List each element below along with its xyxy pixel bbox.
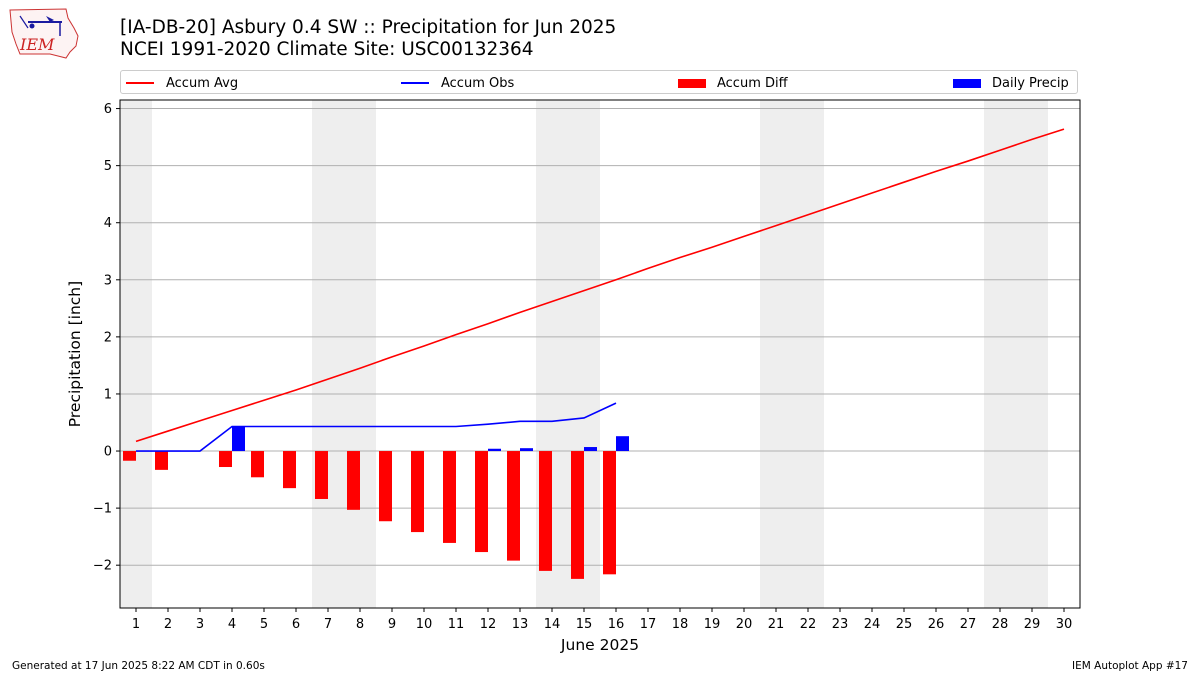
x-tick-label: 1 xyxy=(132,617,140,632)
footer-app: IEM Autoplot App #17 xyxy=(1072,660,1188,672)
accum-diff-bar xyxy=(283,451,296,489)
y-tick-label: 4 xyxy=(104,216,112,231)
x-tick-label: 11 xyxy=(448,617,465,632)
series-lines xyxy=(135,128,1065,452)
x-tick-label: 4 xyxy=(228,617,236,632)
weekend-band xyxy=(312,100,376,608)
legend-swatch-accum-avg xyxy=(126,82,154,84)
legend-label-accum-avg: Accum Avg xyxy=(166,75,239,91)
legend-swatch-accum-diff xyxy=(678,78,706,88)
x-tick-label: 12 xyxy=(480,617,497,632)
x-tick-label: 24 xyxy=(864,617,881,632)
daily-precip-bar xyxy=(488,448,501,452)
legend-label-accum-diff: Accum Diff xyxy=(717,75,788,91)
y-axis-label: Precipitation [inch] xyxy=(66,281,84,427)
chart-title: [IA-DB-20] Asbury 0.4 SW :: Precipitatio… xyxy=(120,17,616,61)
weekend-band xyxy=(760,100,824,608)
x-tick-label: 13 xyxy=(512,617,529,632)
x-tick-label: 27 xyxy=(960,617,977,632)
x-tick-label: 14 xyxy=(544,617,561,632)
daily-precip-bars xyxy=(136,426,629,452)
x-tick-label: 29 xyxy=(1024,617,1041,632)
footer-generated: Generated at 17 Jun 2025 8:22 AM CDT in … xyxy=(12,660,265,672)
accum-diff-bar xyxy=(539,451,552,571)
x-tick-label: 16 xyxy=(608,617,625,632)
accum-diff-bar xyxy=(123,451,136,461)
x-tick-label: 10 xyxy=(416,617,433,632)
y-tick-label: −2 xyxy=(93,559,112,574)
x-tick-label: 9 xyxy=(388,617,396,632)
accum-diff-bar xyxy=(379,451,392,522)
x-tick-label: 15 xyxy=(576,617,593,632)
title-line-1: [IA-DB-20] Asbury 0.4 SW :: Precipitatio… xyxy=(120,17,617,38)
x-tick-label: 21 xyxy=(768,617,785,632)
accum-diff-bar xyxy=(411,451,424,533)
weekend-band xyxy=(120,100,152,608)
accum-diff-bars xyxy=(123,451,616,579)
accum-diff-bar xyxy=(219,451,232,468)
x-tick-label: 3 xyxy=(196,617,204,632)
logo-text: IEM xyxy=(19,35,55,54)
legend-swatch-daily-precip xyxy=(953,78,981,88)
y-tick-label: 2 xyxy=(104,330,112,345)
y-tick-label: 5 xyxy=(104,159,112,174)
iem-logo: IEM xyxy=(9,8,79,59)
y-tick-label: 1 xyxy=(104,387,112,402)
x-tick-label: 18 xyxy=(672,617,689,632)
accum-diff-bar xyxy=(571,451,584,579)
x-tick-label: 6 xyxy=(292,617,300,632)
legend-item-daily-precip: Daily Precip xyxy=(953,74,1069,92)
accum-diff-bar xyxy=(603,451,616,575)
x-tick-label: 19 xyxy=(704,617,721,632)
x-tick-label: 8 xyxy=(356,617,364,632)
x-tick-label: 30 xyxy=(1056,617,1073,632)
accum-diff-bar xyxy=(443,451,456,543)
accum-diff-bar xyxy=(347,451,360,510)
x-axis-label: June 2025 xyxy=(560,636,639,654)
legend-item-accum-diff: Accum Diff xyxy=(678,74,788,92)
daily-precip-bar xyxy=(616,436,629,452)
daily-precip-bar xyxy=(520,448,533,452)
y-tick-label: 6 xyxy=(104,102,112,117)
legend-label-daily-precip: Daily Precip xyxy=(992,75,1069,91)
weekend-bands xyxy=(120,100,1048,608)
grid-lines xyxy=(120,108,1080,566)
daily-precip-bar xyxy=(584,447,597,452)
accum-diff-bar xyxy=(507,451,520,561)
x-tick-label: 2 xyxy=(164,617,172,632)
x-tick-label: 5 xyxy=(260,617,268,632)
chart-legend: Accum Avg Accum Obs Accum Diff Daily Pre… xyxy=(120,70,1078,94)
accum-diff-bar xyxy=(315,451,328,499)
y-tick-label: −1 xyxy=(93,502,112,517)
legend-item-accum-obs: Accum Obs xyxy=(401,74,514,92)
x-tick-label: 17 xyxy=(640,617,657,632)
legend-item-accum-avg: Accum Avg xyxy=(126,74,238,92)
x-tick-label: 23 xyxy=(832,617,849,632)
title-line-2: NCEI 1991-2020 Climate Site: USC00132364 xyxy=(120,39,534,60)
accum-obs-line xyxy=(136,402,617,452)
y-tick-label: 3 xyxy=(104,273,112,288)
x-tick-label: 25 xyxy=(896,617,913,632)
accum-diff-bar xyxy=(155,451,168,470)
x-tick-label: 22 xyxy=(800,617,817,632)
accum-avg-line xyxy=(135,128,1065,443)
x-tick-label: 20 xyxy=(736,617,753,632)
y-tick-label: 0 xyxy=(104,445,112,460)
x-tick-label: 7 xyxy=(324,617,332,632)
x-tick-label: 28 xyxy=(992,617,1009,632)
weekend-band xyxy=(984,100,1048,608)
x-tick-label: 26 xyxy=(928,617,945,632)
legend-label-accum-obs: Accum Obs xyxy=(441,75,515,91)
accum-diff-bar xyxy=(251,451,264,478)
legend-swatch-accum-obs xyxy=(401,82,429,84)
accum-diff-bar xyxy=(475,451,488,553)
daily-precip-bar xyxy=(232,426,245,452)
plot-frame xyxy=(119,99,1081,609)
